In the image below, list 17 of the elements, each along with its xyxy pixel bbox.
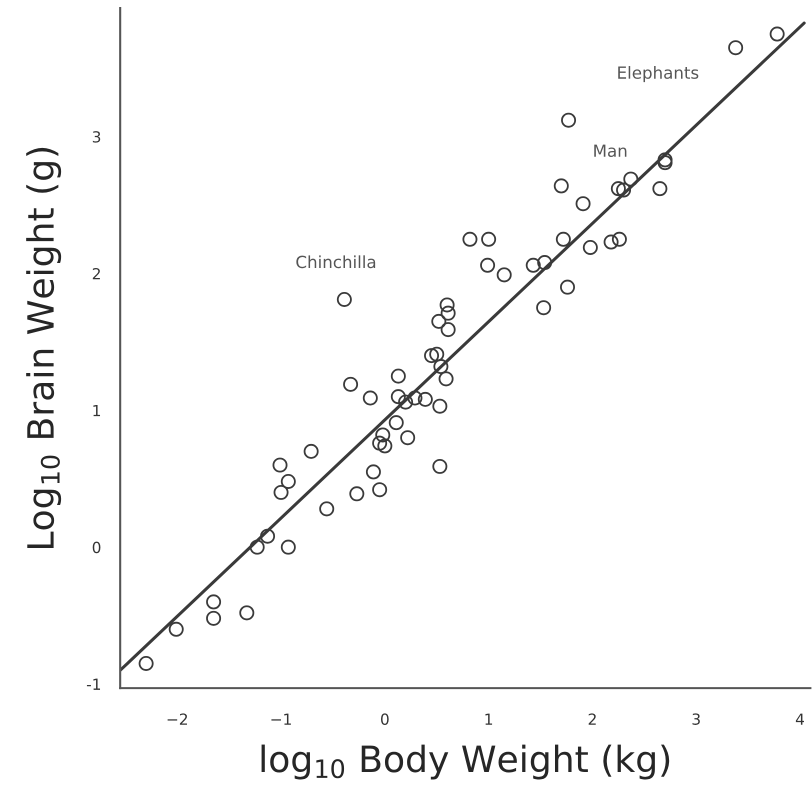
- annotation: Elephants: [618, 66, 698, 82]
- x-tick-label: 3: [692, 713, 700, 725]
- x-tick-label: 2: [588, 713, 596, 725]
- annotation: Chinchilla: [296, 255, 376, 268]
- x-tick-label: 1: [485, 714, 492, 725]
- x-tick-label: 4: [796, 714, 804, 725]
- y-tick-label: 0: [92, 542, 100, 554]
- x-tick-label: −1: [271, 714, 291, 725]
- y-tick-label: 3: [92, 131, 100, 143]
- y-tick-label: 2: [92, 268, 100, 280]
- x-axis-title: log$_{10}$ Body Weight (kg): [262, 744, 670, 780]
- y-tick-label: -1: [86, 678, 100, 690]
- x-tick-label: −2: [168, 713, 187, 725]
- y-tick-label: 1: [93, 404, 100, 416]
- x-tick-label: 0: [380, 713, 389, 725]
- y-axis-title: Log$_{10}$ Brain Weight (g): [26, 148, 62, 548]
- annotation: Man: [594, 144, 626, 158]
